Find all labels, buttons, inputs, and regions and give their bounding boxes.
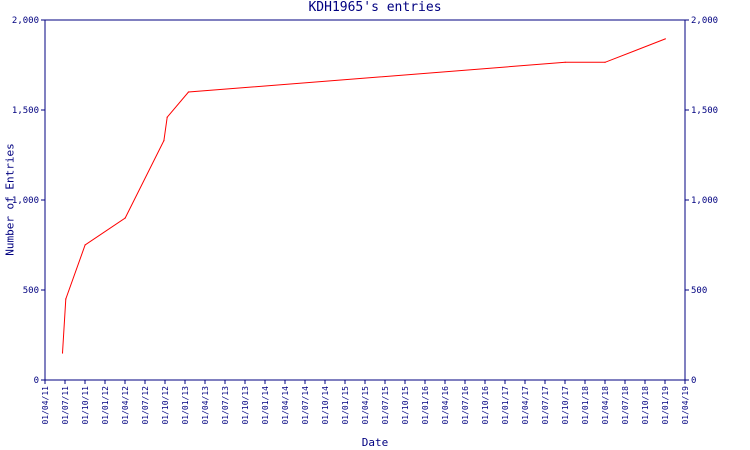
x-tick-label: 01/01/15 xyxy=(341,386,350,425)
x-tick-label: 01/01/18 xyxy=(581,386,590,425)
data-point xyxy=(564,61,566,63)
x-tick-label: 01/01/17 xyxy=(501,386,510,425)
data-point xyxy=(187,91,190,93)
x-tick-label: 01/10/12 xyxy=(161,386,170,425)
x-tick-label: 01/10/16 xyxy=(481,386,490,425)
y-tick-label-right: 1,500 xyxy=(691,106,718,116)
x-tick-label: 01/04/15 xyxy=(361,386,370,425)
x-tick-label: 01/07/17 xyxy=(541,386,550,425)
x-axis-label: Date xyxy=(361,436,389,449)
x-tick-label: 01/04/19 xyxy=(681,386,690,425)
x-tick-label: 01/10/18 xyxy=(641,386,650,425)
data-point xyxy=(163,140,165,142)
y-tick-label-right: 1,000 xyxy=(691,196,718,206)
data-point xyxy=(124,217,126,219)
chart-title: KDH1965's entries xyxy=(308,0,442,15)
x-tick-label: 01/10/11 xyxy=(81,386,90,425)
y-tick-label-left: 500 xyxy=(23,286,39,296)
x-tick-label: 01/01/13 xyxy=(181,386,190,425)
y-tick-label-right: 2,000 xyxy=(691,16,718,26)
x-tick-label: 01/07/18 xyxy=(621,386,630,425)
x-tick-label: 01/01/14 xyxy=(261,386,270,425)
y-tick-label-left: 1,000 xyxy=(12,196,39,206)
x-tick-label: 01/07/16 xyxy=(461,386,470,425)
data-point xyxy=(61,352,64,354)
x-tick-label: 01/10/14 xyxy=(321,386,330,425)
x-tick-label: 01/04/13 xyxy=(201,386,210,425)
data-point xyxy=(664,38,666,40)
x-tick-label: 01/04/17 xyxy=(521,386,530,425)
y-tick-label-left: 2,000 xyxy=(12,16,39,26)
data-point xyxy=(604,61,606,63)
x-tick-label: 01/01/19 xyxy=(661,386,670,425)
x-tick-label: 01/01/12 xyxy=(101,386,110,425)
x-tick-label: 01/04/16 xyxy=(441,386,450,425)
x-tick-label: 01/10/15 xyxy=(401,386,410,425)
y-tick-label-right: 500 xyxy=(691,286,707,296)
x-tick-label: 01/01/16 xyxy=(421,386,430,425)
x-tick-label: 01/04/14 xyxy=(281,386,290,425)
x-tick-label: 01/04/12 xyxy=(121,386,130,425)
data-point xyxy=(65,298,67,300)
x-tick-label: 01/07/14 xyxy=(301,386,310,425)
x-tick-label: 01/10/13 xyxy=(241,386,250,425)
x-tick-label: 01/07/12 xyxy=(141,386,150,425)
plot-frame xyxy=(44,19,686,381)
x-tick-label: 01/04/18 xyxy=(601,386,610,425)
x-tick-label: 01/07/15 xyxy=(381,386,390,425)
y-tick-label-left: 1,500 xyxy=(12,106,39,116)
data-point xyxy=(166,116,168,118)
series-line xyxy=(62,38,666,354)
y-tick-label-right: 0 xyxy=(691,376,696,386)
x-tick-label: 01/10/17 xyxy=(561,386,570,425)
x-tick-label: 01/04/11 xyxy=(41,386,50,425)
data-point xyxy=(84,244,86,246)
x-tick-label: 01/07/13 xyxy=(221,386,230,425)
y-tick-label-left: 0 xyxy=(34,376,39,386)
x-tick-label: 01/07/11 xyxy=(61,386,70,425)
y-axis-label: Number of Entries xyxy=(3,143,17,256)
